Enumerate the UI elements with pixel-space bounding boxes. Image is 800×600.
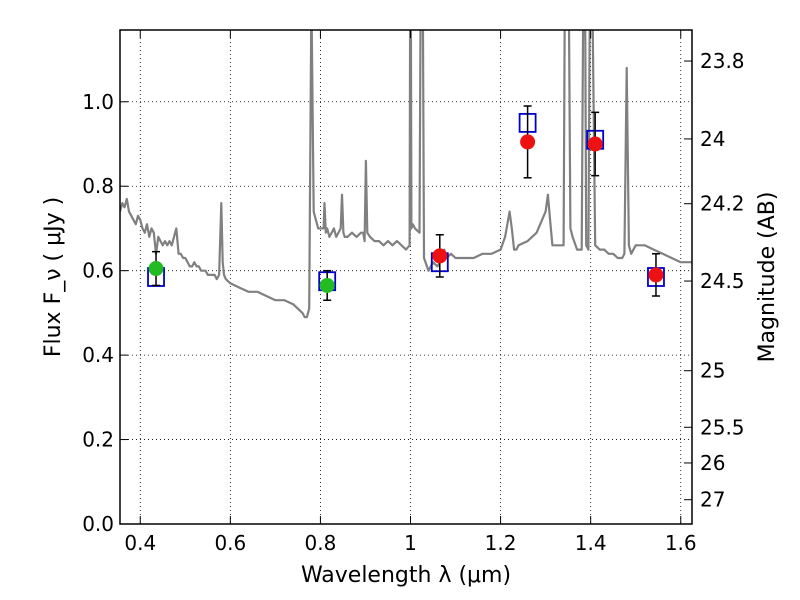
mag-tick-label: 24.5 xyxy=(700,269,745,293)
data-point xyxy=(319,277,335,293)
y-tick-label: 1.0 xyxy=(82,90,114,114)
x-axis-label: Wavelength λ (μm) xyxy=(301,563,511,588)
x-tick-label: 0.8 xyxy=(305,531,337,555)
x-tick-label: 0.4 xyxy=(124,531,156,555)
mag-tick-label: 24 xyxy=(700,127,725,151)
data-point xyxy=(648,267,664,283)
mag-tick-label: 24.2 xyxy=(700,192,745,216)
y-tick-label: 0.4 xyxy=(82,343,114,367)
x-tick-label: 1 xyxy=(404,531,417,555)
x-tick-label: 0.6 xyxy=(214,531,246,555)
x-tick-label: 1.4 xyxy=(575,531,607,555)
plot-area xyxy=(120,30,692,319)
mag-tick-label: 25.5 xyxy=(700,415,745,439)
data-point xyxy=(520,134,536,150)
mag-tick-label: 25 xyxy=(700,359,725,383)
mag-tick-label: 23.8 xyxy=(700,49,745,73)
y-tick-label: 0.2 xyxy=(82,428,114,452)
data-point xyxy=(148,261,164,277)
y-tick-label: 0.6 xyxy=(82,259,114,283)
right-y-axis-label: Magnitude (AB) xyxy=(755,192,780,363)
x-tick-label: 1.6 xyxy=(665,531,697,555)
y-axis-label: Flux F_ν ( μJy ) xyxy=(41,197,66,357)
spectrum-line xyxy=(120,30,692,319)
mag-tick-label: 26 xyxy=(700,451,725,475)
mag-tick-label: 27 xyxy=(700,488,725,512)
x-tick-label: 1.2 xyxy=(485,531,517,555)
axis-ticks: 0.4 0.6 0.8 1 1.2 1.4 1.6 0.0 0.2 0.4 0.6 0.8 1.0 23.… xyxy=(82,30,745,555)
y-tick-label: 0.0 xyxy=(82,512,114,536)
data-point xyxy=(432,248,448,264)
plot-frame xyxy=(119,29,693,525)
data-point xyxy=(587,136,603,152)
y-tick-label: 0.8 xyxy=(82,174,114,198)
